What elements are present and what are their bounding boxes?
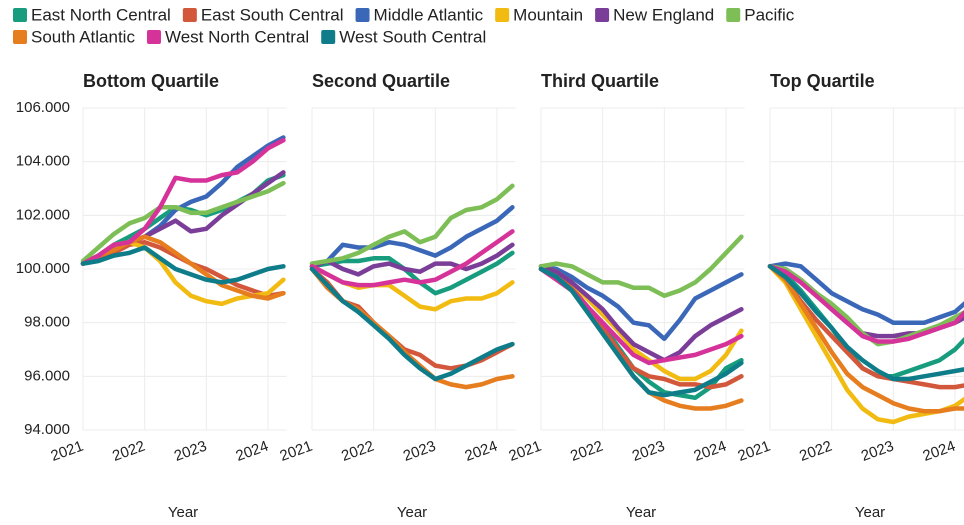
y-tick-label: 94.000 xyxy=(24,421,70,438)
x-tick-label: 2022 xyxy=(568,438,605,465)
legend-swatch xyxy=(495,8,510,22)
legend-label: Pacific xyxy=(744,5,795,24)
series-line xyxy=(80,137,286,266)
series-line xyxy=(309,266,515,382)
legend-swatch xyxy=(146,30,161,44)
series-line xyxy=(309,205,515,269)
legend-swatch xyxy=(13,8,27,22)
x-tick-label: 2023 xyxy=(401,438,438,465)
legend-swatch xyxy=(321,30,336,44)
panel-title: Bottom Quartile xyxy=(83,71,219,91)
x-tick-label: 2022 xyxy=(797,438,834,465)
legend-label: West South Central xyxy=(339,27,486,46)
y-tick-label: 96.000 xyxy=(24,367,70,384)
series-line xyxy=(80,234,286,301)
x-tick-label: 2024 xyxy=(692,438,729,465)
series-line xyxy=(309,229,515,288)
x-tick-label: 2022 xyxy=(110,438,147,465)
legend-swatch xyxy=(182,8,197,22)
x-tick-label: 2021 xyxy=(49,438,86,465)
panel-title: Second Quartile xyxy=(312,71,450,91)
legend-label: South Atlantic xyxy=(31,27,135,46)
x-tick-label: 2021 xyxy=(278,438,315,465)
x-tick-label: 2024 xyxy=(234,438,271,465)
series-line xyxy=(309,183,515,266)
x-axis-title: Year xyxy=(168,504,198,521)
series-line xyxy=(80,245,286,285)
x-tick-label: 2023 xyxy=(630,438,667,465)
y-tick-label: 100.000 xyxy=(16,260,70,277)
series-line xyxy=(309,242,515,277)
series-line xyxy=(767,264,964,382)
legend-label: East South Central xyxy=(201,5,344,24)
series-line xyxy=(538,234,744,299)
x-axis-title: Year xyxy=(626,504,656,521)
legend-label: New England xyxy=(613,5,714,24)
legend-label: Middle Atlantic xyxy=(374,5,484,24)
series-line xyxy=(767,261,964,325)
y-tick-label: 98.000 xyxy=(24,314,70,331)
x-tick-label: 2023 xyxy=(172,438,209,465)
series-line xyxy=(309,250,515,296)
legend-label: West North Central xyxy=(165,27,309,46)
y-tick-label: 106.000 xyxy=(16,99,70,116)
legend-swatch xyxy=(726,8,741,22)
series-line xyxy=(309,266,515,390)
legend-swatch xyxy=(355,8,370,22)
y-tick-label: 102.000 xyxy=(16,206,70,223)
series-line xyxy=(538,264,744,342)
x-tick-label: 2021 xyxy=(507,438,544,465)
series-line xyxy=(538,264,744,363)
x-axis-title: Year xyxy=(855,504,885,521)
legend-swatch xyxy=(595,8,610,22)
x-tick-label: 2023 xyxy=(859,438,896,465)
series-line xyxy=(80,180,286,264)
panel-title: Top Quartile xyxy=(770,71,875,91)
series-line xyxy=(538,266,744,398)
x-tick-label: 2024 xyxy=(463,438,500,465)
panel-title: Third Quartile xyxy=(541,71,659,91)
series-line xyxy=(767,264,964,344)
series-line xyxy=(767,264,964,414)
x-tick-label: 2024 xyxy=(921,438,958,465)
x-tick-label: 2021 xyxy=(736,438,773,465)
legend-label: Mountain xyxy=(513,5,583,24)
legend-label: East North Central xyxy=(31,5,171,24)
x-axis-title: Year xyxy=(397,504,427,521)
legend-swatch xyxy=(13,30,27,44)
y-tick-label: 104.000 xyxy=(16,153,70,170)
x-tick-label: 2022 xyxy=(339,438,376,465)
